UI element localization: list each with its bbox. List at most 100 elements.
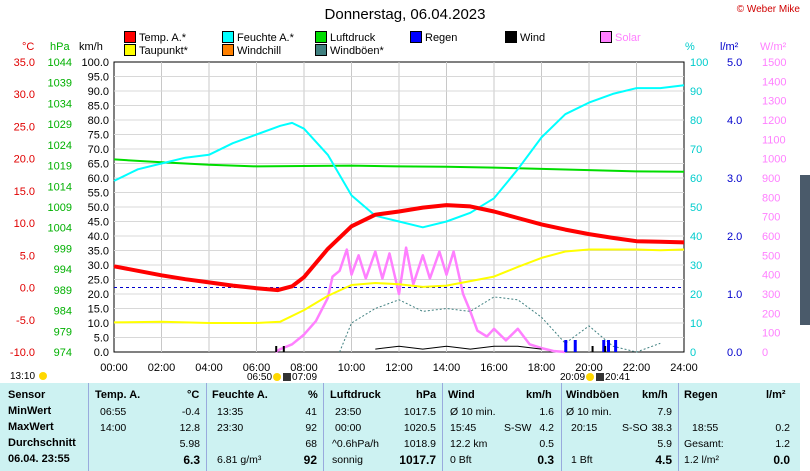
series-line-feuchtea	[113, 84, 685, 229]
wind-tick-label: 85.0	[88, 101, 109, 113]
wind-tick-label: 35.0	[88, 246, 109, 258]
rain-tick-label: 3.0	[727, 173, 742, 185]
solar-tick-label: 1100	[762, 134, 786, 146]
pressure-tick-label: 1039	[48, 78, 72, 90]
series-line-tempa	[113, 203, 685, 293]
time-tick-label: 24:00	[670, 362, 698, 374]
rain-bar	[564, 340, 568, 352]
temp-tick-label: 20.0	[14, 154, 35, 166]
temp-unit-label: °C	[22, 41, 34, 53]
separator	[561, 383, 562, 471]
wind-tick-label: 25.0	[88, 275, 109, 287]
moonrise-icon	[283, 373, 292, 381]
humidity-tick-label: 50	[690, 202, 702, 214]
pressure-unit-label: hPa	[50, 41, 70, 53]
copyright[interactable]: © Weber Mike	[736, 4, 800, 15]
time-tick-label: 10:00	[338, 362, 366, 374]
humidity-tick-label: 80	[690, 115, 702, 127]
sunset-icon	[586, 373, 595, 381]
pressure-tick-label: 1019	[48, 161, 72, 173]
sunrise-icon	[273, 373, 282, 381]
legend-swatch	[315, 31, 327, 43]
rain-tick-label: 2.0	[727, 231, 742, 243]
humidity-tick-label: 40	[690, 231, 702, 243]
pressure-tick-label: 1004	[48, 223, 72, 235]
separator	[442, 383, 443, 471]
wind-tick-label: 0.0	[94, 347, 109, 359]
separator	[206, 383, 207, 471]
rain-unit-label: l/m²	[720, 41, 739, 53]
solar-tick-label: 400	[762, 270, 780, 282]
wind-tick-label: 65.0	[88, 159, 109, 171]
pressure-tick-label: 984	[54, 306, 72, 318]
time-tick-label: 00:00	[100, 362, 128, 374]
solar-tick-label: 500	[762, 250, 780, 262]
pressure-tick-label: 994	[54, 264, 72, 276]
pressure-tick-label: 1034	[48, 98, 72, 110]
rain-bar	[607, 340, 610, 352]
legend-swatch	[124, 44, 136, 56]
col-humidity: Feuchte A. % 13:35 41 23:30 92 68 6.81 g…	[212, 389, 318, 467]
time-tick-label: 12:00	[385, 362, 413, 374]
temp-tick-label: 10.0	[14, 218, 35, 230]
rain-bar	[573, 340, 577, 352]
wind-tick-label: 50.0	[88, 202, 109, 214]
solar-tick-label: 1500	[762, 57, 786, 69]
time-tick-label: 18:00	[528, 362, 556, 374]
col-temp: Temp. A. °C 06:55 -0.4 14:00 12.8 5.98 6…	[95, 389, 200, 467]
wind-tick-label: 70.0	[88, 144, 109, 156]
legend-wind: Wind	[505, 31, 545, 44]
pressure-tick-label: 989	[54, 285, 72, 297]
col-sensor: Sensor MinWert MaxWert Durchschnitt 06.0…	[8, 389, 76, 465]
col-pressure: Luftdruck hPa 23:50 1017.5 00:00 1020.5 …	[330, 389, 437, 467]
page-title: Donnerstag, 06.04.2023	[324, 6, 486, 23]
wind-tick-label: 75.0	[88, 130, 109, 142]
legend-gusts: Windböen*	[315, 44, 384, 57]
legend-pressure: Luftdruck	[315, 31, 375, 44]
pressure-tick-label: 979	[54, 326, 72, 338]
humidity-tick-label: 10	[690, 318, 702, 330]
pressure-tick-label: 1009	[48, 202, 72, 214]
current-time: 13:10	[10, 371, 48, 382]
wind-tick-label: 20.0	[88, 289, 109, 301]
temp-tick-label: 25.0	[14, 121, 35, 133]
series-line-taupunkt	[113, 248, 685, 324]
legend-swatch	[410, 31, 422, 43]
humidity-tick-label: 0	[690, 347, 696, 359]
legend-swatch	[124, 31, 136, 43]
col-rain: Regen l/m² 18:55 0.2 Gesamt: 1.2 1.2 l/m…	[684, 389, 790, 467]
solar-tick-label: 1300	[762, 96, 786, 108]
humidity-unit-label: %	[685, 41, 695, 53]
temp-tick-label: 35.0	[14, 57, 35, 69]
legend-swatch	[315, 44, 327, 56]
solar-tick-label: 200	[762, 308, 780, 320]
legend-windchill: Windchill	[222, 44, 281, 57]
time-tick-label: 16:00	[480, 362, 508, 374]
rain-bar	[602, 340, 606, 352]
pressure-tick-label: 999	[54, 243, 72, 255]
time-tick-label: 04:00	[195, 362, 223, 374]
moonset-icon	[596, 373, 605, 381]
legend-swatch	[222, 44, 234, 56]
wind-tick-label: 90.0	[88, 86, 109, 98]
rain-tick-label: 5.0	[727, 57, 742, 69]
solar-tick-label: 1000	[762, 154, 786, 166]
wind-tick-label: 5.0	[94, 333, 109, 345]
wind-tick-label: 80.0	[88, 115, 109, 127]
solar-tick-label: 1200	[762, 115, 786, 127]
solar-tick-label: 700	[762, 212, 780, 224]
rain-tick-label: 0.0	[727, 347, 742, 359]
wind-tick-label: 45.0	[88, 217, 109, 229]
pressure-tick-label: 1014	[48, 181, 72, 193]
series-line-wind	[375, 345, 542, 350]
side-photo	[800, 175, 810, 325]
solar-tick-label: 300	[762, 289, 780, 301]
humidity-tick-label: 60	[690, 173, 702, 185]
series-line-luftdruck	[113, 158, 685, 173]
solar-tick-label: 600	[762, 231, 780, 243]
sunset-info: 20:09 20:41	[560, 372, 631, 383]
solar-tick-label: 800	[762, 192, 780, 204]
pressure-tick-label: 1029	[48, 119, 72, 131]
rain-tick-label: 4.0	[727, 115, 742, 127]
legend-rain: Regen	[410, 31, 457, 44]
